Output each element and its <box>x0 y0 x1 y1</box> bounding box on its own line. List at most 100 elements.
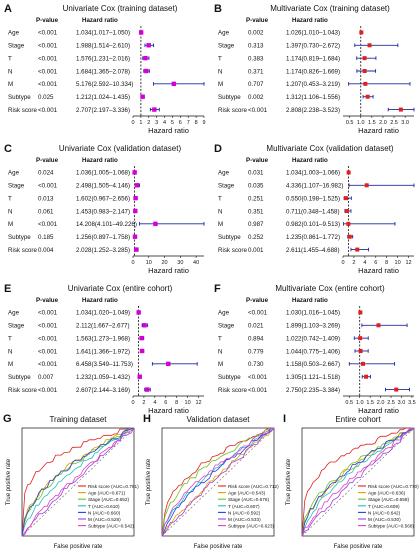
row-pvalue: <0.001 <box>38 68 58 75</box>
row-label: Age <box>218 310 230 317</box>
x-tick-label: 2.5 <box>390 120 398 126</box>
panel-title: Multivariate Cox (validation dataset) <box>266 144 394 153</box>
x-tick-label: 3.5 <box>408 400 416 406</box>
row-pvalue: <0.001 <box>248 374 268 381</box>
row-pvalue: 0.025 <box>38 94 54 101</box>
panel-title: Training dataset <box>49 415 107 424</box>
row-label: Stage <box>218 183 235 190</box>
row-label: Risk score <box>218 387 247 394</box>
forest-plot-svg: C Univariate Cox (validation dataset)P-va… <box>4 143 205 275</box>
row-pvalue: 0.004 <box>38 247 54 254</box>
row-pvalue: 0.021 <box>248 323 264 330</box>
x-tick-label: 40 <box>193 260 199 266</box>
row-label: T <box>218 55 222 62</box>
x-tick-label: 2 <box>142 400 145 406</box>
forest-panel-e: E Univariate Cox (entire cohort) P-value Ha… <box>0 280 210 420</box>
row-pvalue: <0.001 <box>38 323 58 330</box>
hazard-ratio-point <box>142 323 147 328</box>
row-hazard-ratio: 2.498(1.505–4.146) <box>76 183 130 190</box>
hazard-ratio-point <box>132 170 137 175</box>
row-hazard-ratio: 1.397(0.730–2.672) <box>286 43 340 50</box>
row-hazard-ratio: 2.707(2.197–3.336) <box>76 107 130 114</box>
forest-plot-svg: F Multivariate Cox (entire cohort) P-value… <box>214 283 416 415</box>
row-label: N <box>8 68 12 75</box>
panel-letter: G <box>3 413 12 425</box>
row-hazard-ratio: 1.576(1.231–2.016) <box>76 55 130 62</box>
row-hazard-ratio: 1.684(1.365–2.078) <box>76 68 130 75</box>
row-pvalue: <0.001 <box>38 335 58 342</box>
row-label: N <box>8 208 12 215</box>
row-hazard-ratio: 2.028(1.252–3.285) <box>76 247 130 254</box>
row-label: N <box>218 348 222 355</box>
roc-curve <box>161 427 274 537</box>
forest-panel-b: B Multivariate Cox (training dataset) P-va… <box>210 0 420 140</box>
panel-letter: B <box>214 3 222 15</box>
row-pvalue: 0.987 <box>248 221 264 228</box>
row-label: N <box>218 68 222 75</box>
row-pvalue: <0.001 <box>38 348 58 355</box>
panel-title: Univariate Cox (entire cohort) <box>68 284 173 293</box>
x-tick-label: 2.5 <box>387 400 395 406</box>
roc-curve <box>301 427 415 537</box>
hazard-ratio-point <box>171 81 177 87</box>
x-tick-label: 3.0 <box>401 120 409 126</box>
hazard-ratio-point <box>359 30 364 35</box>
forest-panel-a: A Univariate Cox (training dataset) P-valu… <box>0 0 210 140</box>
panel-letter: F <box>214 283 221 295</box>
x-tick-label: 0 <box>131 400 134 406</box>
x-tick-label: 9 <box>202 120 205 126</box>
panel-title: Univariate Cox (validation dataset) <box>59 144 182 153</box>
roc-panel-h: H Validation dataset False positive rate Tr… <box>140 410 280 550</box>
row-pvalue: <0.001 <box>248 387 268 394</box>
row-label: Risk score <box>218 247 247 254</box>
x-tick-label: 0 <box>131 120 134 126</box>
row-label: Subtype <box>8 374 31 381</box>
row-label: Age <box>218 30 230 37</box>
hazard-ratio-point <box>364 183 369 188</box>
plot-frame <box>161 427 275 537</box>
roc-curve <box>301 427 415 537</box>
legend-entry: M (AUC=0.530) <box>368 517 401 522</box>
row-pvalue: <0.001 <box>248 310 268 317</box>
row-pvalue: 0.383 <box>248 55 264 62</box>
x-axis-label: False positive rate <box>334 544 383 550</box>
pvalue-header: P-value <box>246 157 269 164</box>
row-hazard-ratio: 1.212(1.024–1.435) <box>76 94 130 101</box>
panel-letter: I <box>283 413 286 425</box>
roc-plot-svg: G Training dataset False positive rate True… <box>3 413 139 550</box>
forest-plot-svg: B Multivariate Cox (training dataset)P-va… <box>214 3 415 135</box>
row-pvalue: 0.007 <box>38 374 54 381</box>
hazard-ratio-point <box>146 43 151 48</box>
hazard-ratio-point <box>166 361 171 367</box>
row-hazard-ratio: 2.607(2.144–3.169) <box>76 387 130 394</box>
row-label: Subtype <box>8 234 31 241</box>
legend-entry: Age (AUC=0.543) <box>228 491 266 496</box>
row-hazard-ratio: 1.026(1.010–1.043) <box>286 30 340 37</box>
row-label: Subtype <box>8 94 31 101</box>
row-label: Age <box>8 170 20 177</box>
legend-entry: Subtype (AUC=0.568) <box>368 524 414 529</box>
panel-letter: H <box>143 413 151 425</box>
row-hazard-ratio: 1.235(0.861–1.772) <box>286 234 340 241</box>
x-tick-label: 6 <box>164 400 167 406</box>
legend-entry: Risk score (AUC=0.770) <box>368 484 419 489</box>
x-tick-label: 10 <box>395 260 401 266</box>
hazard-ratio-point <box>136 310 141 315</box>
hazard-ratio-point <box>363 81 368 86</box>
row-label: Age <box>218 170 230 177</box>
x-tick-label: 4 <box>163 120 166 126</box>
row-hazard-ratio: 1.563(1.273–1.968) <box>76 335 130 342</box>
row-label: N <box>8 348 12 355</box>
panel-letter: D <box>214 143 222 155</box>
x-tick-label: 7 <box>187 120 190 126</box>
row-hazard-ratio: 2.611(1.455–4.688) <box>286 247 340 254</box>
hazard-ratio-point <box>376 323 381 328</box>
hazard-ratio-point <box>347 234 352 239</box>
diagonal-line <box>21 427 135 537</box>
x-axis-label: Hazard ratio <box>148 266 189 275</box>
legend-entry: Subtype (AUC=0.542) <box>88 524 134 529</box>
x-tick-label: 0.5 <box>346 120 354 126</box>
legend-entry: Risk score (AUC=0.791) <box>88 484 139 489</box>
row-pvalue: 0.061 <box>38 208 54 215</box>
row-label: T <box>8 55 12 62</box>
